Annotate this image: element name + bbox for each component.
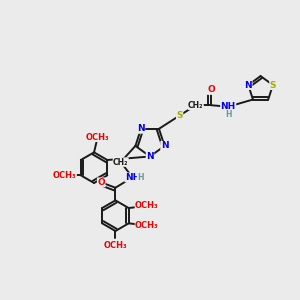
Text: N: N bbox=[146, 152, 154, 161]
Text: N: N bbox=[137, 124, 145, 133]
Text: H: H bbox=[226, 110, 232, 119]
Text: NH: NH bbox=[220, 102, 236, 111]
Text: N: N bbox=[161, 141, 168, 150]
Text: S: S bbox=[270, 80, 276, 89]
Text: OCH₃: OCH₃ bbox=[85, 133, 109, 142]
Text: NH: NH bbox=[125, 173, 140, 182]
Text: CH₂: CH₂ bbox=[113, 158, 128, 166]
Text: OCH₃: OCH₃ bbox=[103, 241, 127, 250]
Text: OCH₃: OCH₃ bbox=[135, 201, 159, 210]
Text: OCH₃: OCH₃ bbox=[135, 221, 159, 230]
Text: O: O bbox=[207, 85, 215, 94]
Text: CH₂: CH₂ bbox=[188, 101, 204, 110]
Text: S: S bbox=[176, 111, 183, 120]
Text: O: O bbox=[98, 178, 105, 187]
Text: H: H bbox=[137, 173, 144, 182]
Text: N: N bbox=[244, 80, 252, 89]
Text: OCH₃: OCH₃ bbox=[53, 171, 76, 180]
